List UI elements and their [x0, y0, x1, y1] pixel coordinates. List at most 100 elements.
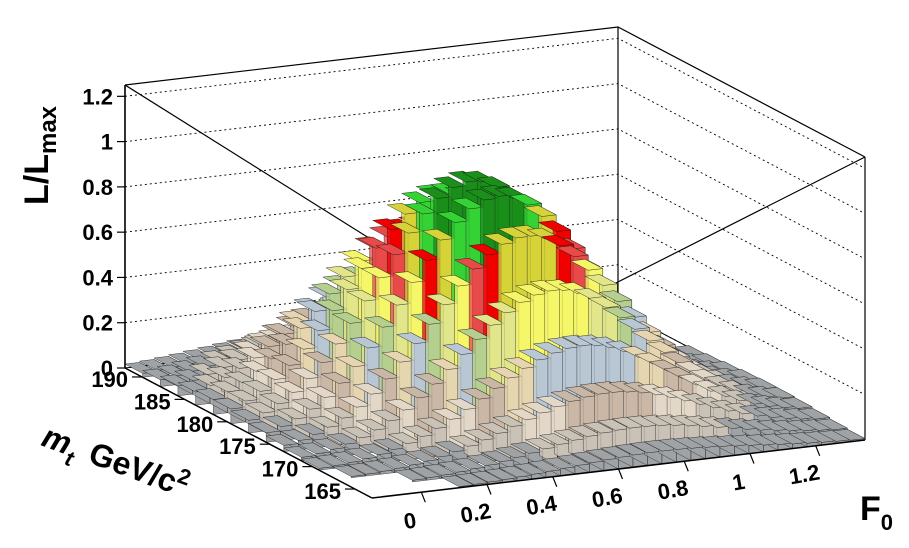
bar-top-face	[366, 367, 401, 380]
lego-bar	[437, 460, 472, 477]
bar-top-face	[460, 387, 494, 400]
bar-top-face	[387, 432, 422, 444]
bar-top-face	[392, 271, 427, 283]
bar-top-face	[796, 407, 831, 420]
z-gridline	[124, 37, 866, 169]
lego-bar	[658, 438, 692, 463]
bar-top-face	[450, 197, 485, 210]
bar-top-face	[230, 409, 264, 421]
bar-top-face	[302, 351, 337, 363]
bar-top-face	[386, 202, 421, 215]
bar-top-face	[401, 191, 435, 203]
bar-top-face	[423, 464, 457, 476]
bar-top-face	[264, 323, 298, 335]
x-axis-title: F0	[860, 490, 893, 535]
bar-top-face	[270, 354, 305, 366]
bar-top-face	[434, 440, 468, 453]
lego-bar	[556, 454, 591, 475]
bar-top-face	[730, 434, 765, 446]
bar-top-face	[761, 387, 796, 399]
bar-top-face	[756, 419, 791, 432]
bar-top-face	[626, 415, 660, 427]
bar-top-face	[241, 380, 276, 392]
z-tick-label: 0.4	[82, 265, 113, 290]
bar-top-face	[296, 300, 330, 312]
bar-top-face	[265, 434, 299, 446]
bar-top-face	[542, 457, 576, 469]
bar-top-face	[445, 398, 480, 410]
bar-top-face	[503, 357, 538, 369]
bar-top-face	[325, 265, 359, 278]
bar-top-face	[310, 282, 345, 295]
bar-top-face	[436, 211, 470, 223]
frame-edge	[124, 84, 413, 266]
bar-top-face	[341, 426, 375, 439]
bar-top-face	[437, 461, 472, 473]
bar-top-face	[500, 291, 535, 303]
bar-top-face	[713, 417, 747, 429]
y-tick-label: 190	[91, 367, 128, 392]
bar-top-face	[684, 415, 718, 427]
bar-top-face	[537, 220, 572, 232]
bar-top-face	[328, 278, 363, 290]
bar-top-face	[428, 358, 462, 370]
z-gridline	[124, 128, 866, 260]
z-gridline	[124, 173, 866, 305]
y-tick-label: 170	[262, 457, 299, 482]
bar-top-face	[556, 454, 591, 466]
bar-top-face	[672, 437, 707, 449]
bar-top-face	[355, 418, 390, 431]
bar-top-face	[687, 436, 721, 448]
bar-top-face	[598, 290, 633, 302]
bar-top-face	[308, 416, 343, 428]
lego-bar	[716, 434, 750, 456]
bar-top-face	[701, 435, 736, 447]
bar-top-face	[285, 337, 319, 350]
bar-top-face	[468, 243, 502, 256]
x-tick-label: 0.4	[524, 490, 559, 520]
bar-top-face	[419, 445, 454, 458]
bar-top-face	[448, 435, 483, 447]
bar-top-face	[489, 366, 523, 379]
frame-edge	[124, 26, 866, 158]
bar-top-face	[452, 457, 486, 470]
x-tick	[749, 453, 755, 464]
bar-top-face	[466, 454, 501, 466]
bar-top-face	[481, 450, 515, 462]
bar-top-face	[347, 462, 381, 475]
z-tick-label: 1.2	[82, 84, 113, 109]
z-gridline	[124, 218, 866, 350]
bar-top-face	[331, 312, 366, 324]
bar-top-face	[410, 313, 444, 325]
lego-bar	[542, 457, 576, 477]
x-tick-label: 0.6	[590, 483, 624, 513]
frame-edge	[611, 156, 866, 286]
x-tick	[552, 476, 558, 487]
bar-top-face	[339, 250, 374, 262]
z-tick-label: 1	[101, 130, 113, 155]
bar-top-face	[640, 414, 675, 427]
z-tick-label: 0	[101, 356, 113, 381]
lego-bar	[361, 460, 396, 475]
bar-top-face	[521, 401, 555, 414]
bar-top-face	[774, 432, 808, 445]
bar-top-face	[227, 389, 261, 402]
bar-top-face	[527, 460, 562, 472]
bar-top-face	[465, 188, 499, 201]
bar-top-face	[376, 457, 410, 469]
bar-top-face	[535, 395, 570, 408]
bar-top-face	[185, 355, 219, 367]
bar-top-face	[288, 367, 322, 380]
y-tick-label: 175	[219, 434, 256, 459]
bar-top-face	[262, 415, 296, 427]
bar-top-face	[506, 408, 541, 420]
bar-top-face	[390, 454, 425, 466]
bar-top-face	[329, 451, 364, 463]
bar-top-face	[785, 419, 820, 432]
bar-top-face	[568, 425, 602, 437]
bar-top-face	[532, 342, 567, 354]
bar-top-face	[782, 408, 816, 420]
bar-top-face	[299, 319, 334, 332]
bar-top-face	[346, 289, 380, 302]
